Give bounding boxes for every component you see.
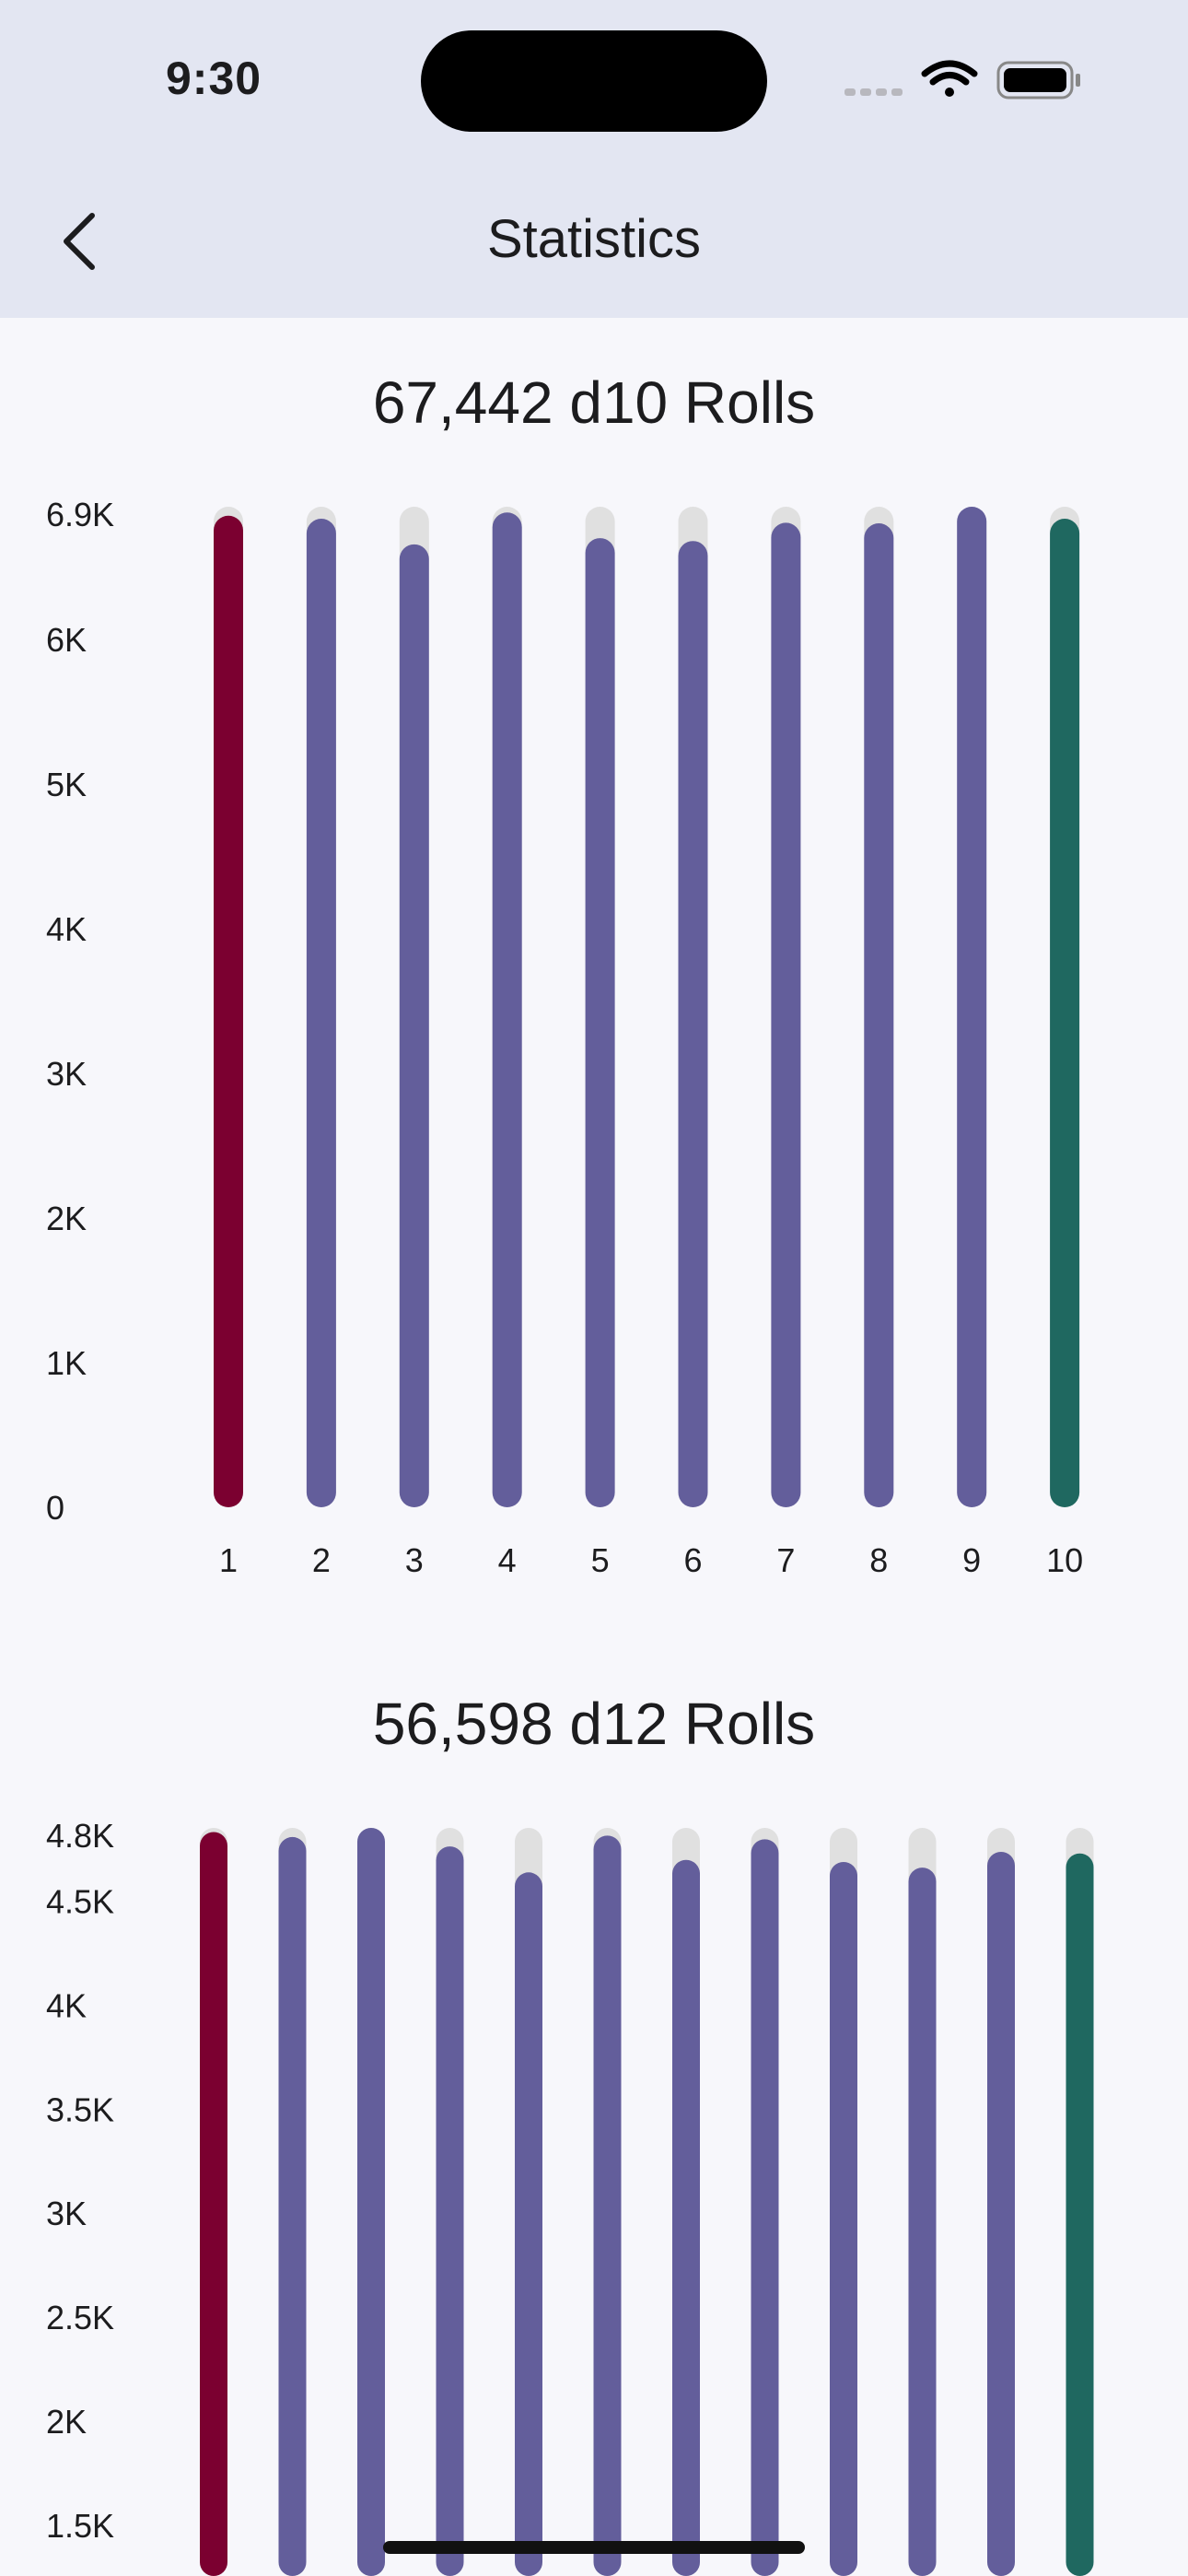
bar-face-1 — [214, 515, 243, 1507]
y-tick-label: 0 — [46, 1489, 64, 1527]
page-title: Statistics — [486, 209, 702, 269]
nav-header: 9:30 Statistics — [0, 0, 1188, 318]
bar-face-10 — [1050, 519, 1080, 1507]
bar-face-8 — [751, 1839, 779, 2576]
bar-face-1 — [200, 1832, 227, 2576]
status-time: 9:30 — [166, 53, 262, 104]
battery-icon — [996, 61, 1080, 100]
bar-face-8 — [864, 523, 894, 1507]
y-tick-label: 4K — [46, 910, 87, 948]
x-tick-label: 2 — [312, 1541, 331, 1579]
y-tick-label: 6K — [46, 621, 87, 659]
chevron-left-icon — [64, 213, 95, 270]
d12-chart-title: 56,598 d12 Rolls — [372, 1691, 816, 1757]
bar-face-4 — [492, 512, 522, 1507]
dynamic-island — [421, 30, 767, 132]
bar-face-5 — [515, 1872, 542, 2576]
cellular-signal-icon — [844, 88, 903, 96]
bar-face-7 — [771, 522, 801, 1507]
x-tick-label: 10 — [1046, 1541, 1083, 1579]
bar-face-9 — [957, 507, 987, 1507]
y-tick-label: 4K — [46, 1986, 87, 2024]
y-tick-label: 3K — [46, 2195, 87, 2232]
bar-face-5 — [585, 538, 615, 1507]
bar-face-3 — [357, 1828, 385, 2576]
y-tick-label: 1K — [46, 1344, 87, 1382]
y-tick-label: 2K — [46, 2403, 87, 2441]
x-tick-label: 6 — [683, 1541, 702, 1579]
y-tick-label: 6.9K — [46, 496, 114, 533]
wifi-icon — [921, 60, 978, 97]
x-tick-label: 5 — [591, 1541, 610, 1579]
bar-face-2 — [306, 519, 336, 1507]
bar-face-2 — [278, 1836, 307, 2576]
x-tick-label: 3 — [405, 1541, 424, 1579]
x-tick-label: 8 — [869, 1541, 888, 1579]
bar-face-12 — [1066, 1853, 1094, 2576]
bar-face-3 — [399, 544, 429, 1507]
y-tick-label: 5K — [46, 766, 87, 803]
d10-chart-title: 67,442 d10 Rolls — [372, 369, 816, 436]
bar-face-6 — [678, 541, 708, 1507]
x-tick-label: 4 — [498, 1541, 517, 1579]
bar-face-6 — [593, 1835, 622, 2576]
bar-face-4 — [436, 1846, 464, 2576]
x-tick-label: 1 — [219, 1541, 238, 1579]
y-tick-label: 1.5K — [46, 2507, 114, 2545]
y-tick-label: 4.5K — [46, 1883, 114, 1921]
bar-face-11 — [987, 1851, 1015, 2576]
status-icons — [840, 57, 1089, 108]
y-tick-label: 3K — [46, 1055, 87, 1093]
y-tick-label: 2.5K — [46, 2299, 114, 2336]
bar-face-7 — [672, 1859, 700, 2576]
x-tick-label: 7 — [776, 1541, 795, 1579]
y-tick-label: 4.8K — [46, 1817, 114, 1855]
y-tick-label: 2K — [46, 1200, 87, 1237]
bar-face-10 — [908, 1868, 937, 2576]
x-tick-label: 9 — [962, 1541, 981, 1579]
bar-face-9 — [830, 1862, 857, 2576]
home-indicator[interactable] — [383, 2541, 805, 2554]
y-tick-label: 3.5K — [46, 2090, 114, 2128]
back-button[interactable] — [55, 208, 111, 275]
